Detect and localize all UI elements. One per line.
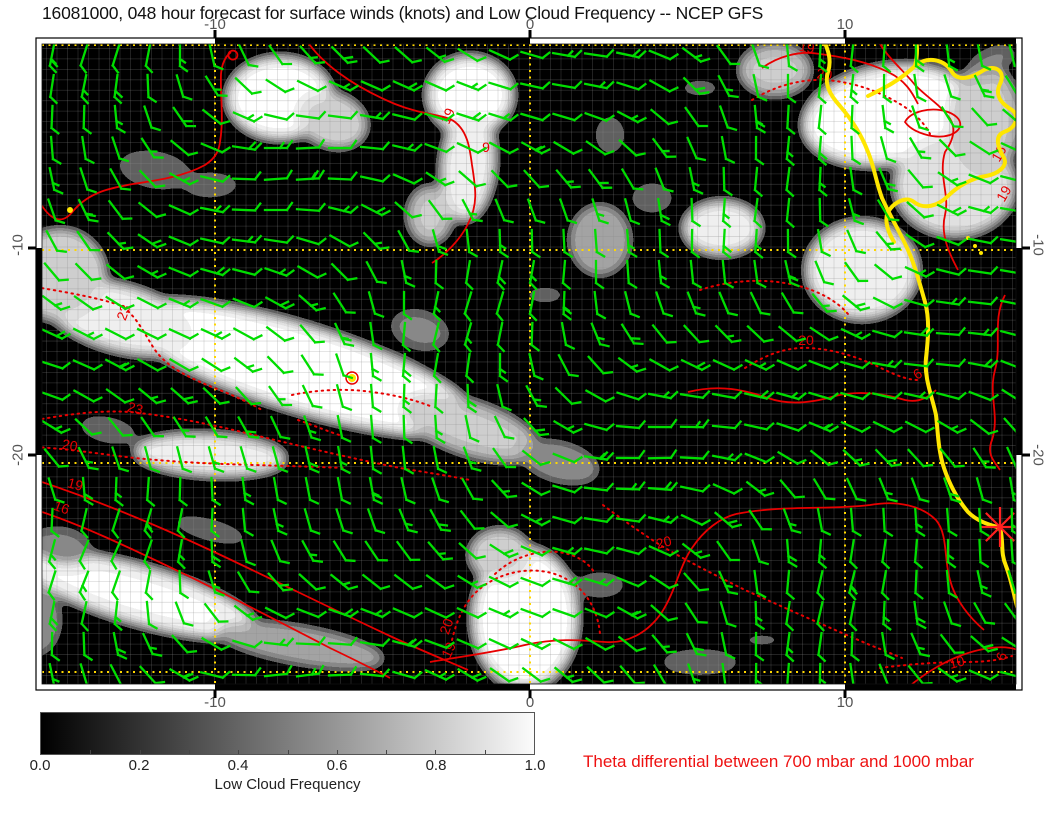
colorbar-tick-label: 0.8	[425, 757, 447, 774]
theta-caption: Theta differential between 700 mbar and …	[583, 752, 974, 771]
colorbar-notch	[435, 750, 437, 754]
star-marker	[980, 507, 1020, 547]
top-axis-tick-label: 10	[836, 16, 854, 33]
colorbar-tick-label: 0.0	[29, 757, 51, 774]
colorbar-gradient	[40, 712, 535, 755]
colorbar-notch	[336, 750, 338, 754]
colorbar: 0.0 0.2 0.4 0.6 0.8 1.0 Low Cloud Frequency	[30, 712, 546, 793]
contour-label: 19	[993, 183, 1015, 205]
coastline-path	[866, 57, 1019, 244]
colorbar-tick-label: 1.0	[524, 757, 546, 774]
island-marker	[973, 244, 977, 248]
bottom-axis-tick-label: -10	[204, 694, 226, 711]
colorbar-notch	[386, 750, 388, 754]
colorbar-notch	[188, 750, 190, 754]
colorbar-tick-label: 0.6	[326, 757, 348, 774]
bottom-axis-tick-label: 0	[525, 694, 535, 711]
wind-barbs-layer	[40, 42, 1021, 689]
coastline-path	[821, 39, 1021, 621]
contour-label: 20	[798, 332, 814, 348]
top-axis-tick-label: 0	[525, 16, 535, 33]
colorbar-notch	[484, 750, 486, 754]
colorbar-tick-label: 0.4	[227, 757, 249, 774]
bottom-axis-tick-label: 10	[836, 694, 854, 711]
figure-title: 16081000, 048 hour forecast for surface …	[42, 3, 764, 23]
island-ring	[345, 371, 359, 385]
contour-label: 23	[126, 398, 145, 418]
colorbar-title: Low Cloud Frequency	[214, 776, 361, 793]
colorbar-notch	[139, 750, 141, 754]
colorbar-notch	[287, 750, 289, 754]
island-marker	[979, 251, 983, 255]
contour-label: 19	[437, 105, 458, 126]
island-marker	[67, 207, 73, 213]
contour-label: 20	[654, 532, 673, 552]
top-axis-tick-label: -10	[204, 16, 226, 33]
contour-label: 20	[436, 616, 456, 636]
colorbar-notch	[238, 750, 240, 754]
contour-label: 16	[52, 497, 72, 517]
contour-label: 20	[61, 436, 79, 454]
contour-label: 19	[438, 639, 459, 660]
colorbar-tick-labels: 0.0 0.2 0.4 0.6 0.8 1.0	[30, 757, 546, 775]
contour-label: 9	[482, 139, 490, 155]
map-frame	[28, 30, 1030, 698]
colorbar-notch	[90, 750, 92, 754]
colorbar-tick-label: 0.2	[128, 757, 150, 774]
contour-label: 10	[947, 652, 966, 672]
contour-label: 19	[66, 474, 85, 494]
